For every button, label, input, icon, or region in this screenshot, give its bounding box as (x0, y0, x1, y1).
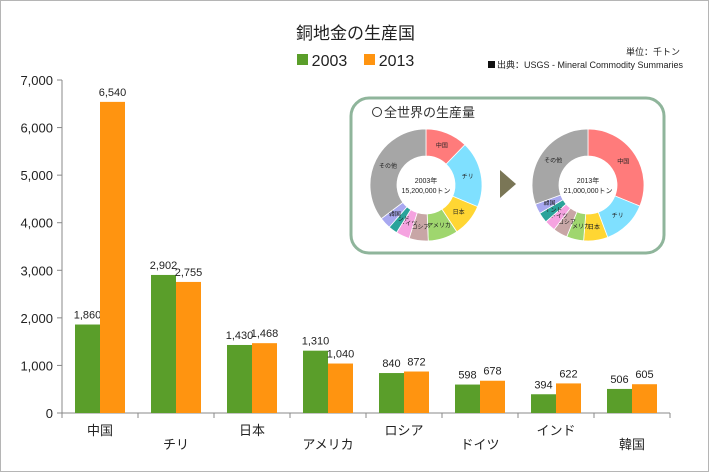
data-label-2013: 2,755 (175, 267, 203, 279)
y-tick-label: 0 (46, 406, 53, 421)
pie-slice-label-0: アメリカ (427, 222, 451, 229)
y-tick-label: 1,000 (20, 358, 53, 373)
y-tick-label: 7,000 (20, 73, 53, 88)
data-label-2013: 622 (559, 368, 577, 380)
pie-slice-label-1: チリ (612, 212, 624, 219)
pie-slice-label-0: ロシア (411, 224, 429, 231)
bar-2003 (303, 350, 328, 413)
inset-title-circle-icon (372, 107, 382, 117)
legend-item-2003: 2003 (296, 53, 348, 71)
bar-2013 (328, 363, 353, 413)
pie-slice-label-1: その他 (544, 157, 562, 165)
data-label-2013: 6,540 (99, 87, 127, 99)
data-label-2003: 2,902 (150, 260, 178, 272)
pie-center-year-1: 2013年 (577, 176, 600, 185)
bar-2013 (404, 371, 429, 413)
pie-slice-label-1: アメリカ (566, 223, 590, 230)
legend-label-2013: 2013 (378, 53, 415, 70)
pie-slice-1 (587, 128, 645, 207)
bar-2003 (75, 324, 100, 413)
bar-2013 (100, 101, 125, 413)
pie-slice-1 (531, 128, 589, 205)
pie-slice-0 (369, 128, 427, 220)
data-label-2013: 1,468 (251, 328, 279, 340)
inset-title: 全世界の生産量 (384, 105, 475, 120)
bar-2013 (632, 384, 657, 413)
pie-slice-label-1: インド (545, 208, 563, 214)
pie-center-total-0: 15,200,000トン (401, 188, 450, 195)
bar-2013 (252, 343, 277, 413)
pie-slice-label-1: 中国 (617, 157, 629, 165)
data-label-2013: 872 (407, 357, 425, 369)
pie-slice-label-1: ドイツ (550, 214, 568, 220)
bar-2003 (379, 373, 404, 413)
legend-label-2003: 2003 (311, 53, 348, 70)
x-tick-label: ドイツ (460, 437, 499, 452)
data-label-2003: 1,310 (302, 336, 330, 348)
x-tick-label: 韓国 (619, 437, 645, 452)
x-tick-label: 日本 (239, 423, 265, 438)
x-tick-label: ロシア (384, 423, 423, 438)
data-label-2003: 1,430 (226, 330, 254, 342)
data-label-2003: 394 (534, 379, 552, 391)
pie-slice-label-1: 日本 (588, 223, 600, 231)
data-label-2003: 840 (382, 358, 400, 370)
data-label-2003: 598 (458, 370, 476, 382)
y-tick-label: 5,000 (20, 168, 53, 183)
legend-swatch-2003 (296, 54, 308, 66)
source-square-icon (487, 61, 495, 68)
pie-slice-label-0: インド (392, 217, 410, 223)
pie-slice-label-0: 韓国 (389, 210, 401, 218)
pie-slice-label-0: ドイツ (399, 222, 417, 228)
data-label-2013: 678 (483, 366, 501, 378)
y-tick-label: 2,000 (20, 311, 53, 326)
chart-title: 銅地金の生産国 (296, 24, 415, 43)
pie-slice-label-1: 韓国 (544, 199, 556, 207)
y-tick-label: 4,000 (20, 216, 53, 231)
bar-2013 (556, 383, 581, 413)
bar-2013 (176, 281, 201, 413)
bar-2003 (227, 344, 252, 413)
data-label-2013: 605 (635, 369, 653, 381)
x-tick-label: チリ (163, 437, 189, 452)
bar-2003 (607, 388, 632, 413)
arrow-icon (500, 170, 516, 198)
pie-slice-label-0: チリ (462, 173, 474, 180)
pie-slice-label-0: その他 (379, 162, 397, 170)
pie-slice-label-1: ロシア (558, 219, 576, 226)
x-tick-label: アメリカ (302, 437, 353, 452)
x-tick-label: 中国 (87, 423, 113, 438)
data-label-2003: 506 (610, 374, 628, 386)
source-note: 出典：USGS - Mineral Commodity Summaries (487, 58, 683, 71)
legend-swatch-2013 (363, 54, 375, 66)
bar-2003 (151, 274, 176, 413)
bar-2013 (480, 380, 505, 413)
bar-2003 (531, 394, 556, 413)
data-label-2013: 1,040 (327, 349, 355, 361)
data-label-2003: 1,860 (74, 310, 102, 322)
pie-slice-label-0: 中国 (436, 142, 448, 150)
pie-slice-label-0: 日本 (453, 208, 465, 216)
unit-note: 単位：千トン (625, 47, 680, 57)
bar-2003 (455, 384, 480, 413)
y-tick-label: 3,000 (20, 263, 53, 278)
legend: 2003 2013 (1, 53, 709, 71)
legend-item-2013: 2013 (363, 53, 415, 71)
pie-center-total-1: 21,000,000トン (563, 188, 612, 195)
y-tick-label: 6,000 (20, 121, 53, 136)
x-tick-label: インド (536, 423, 575, 438)
pie-center-year-0: 2003年 (415, 176, 438, 185)
source-text: 出典：USGS - Mineral Commodity Summaries (496, 60, 683, 70)
